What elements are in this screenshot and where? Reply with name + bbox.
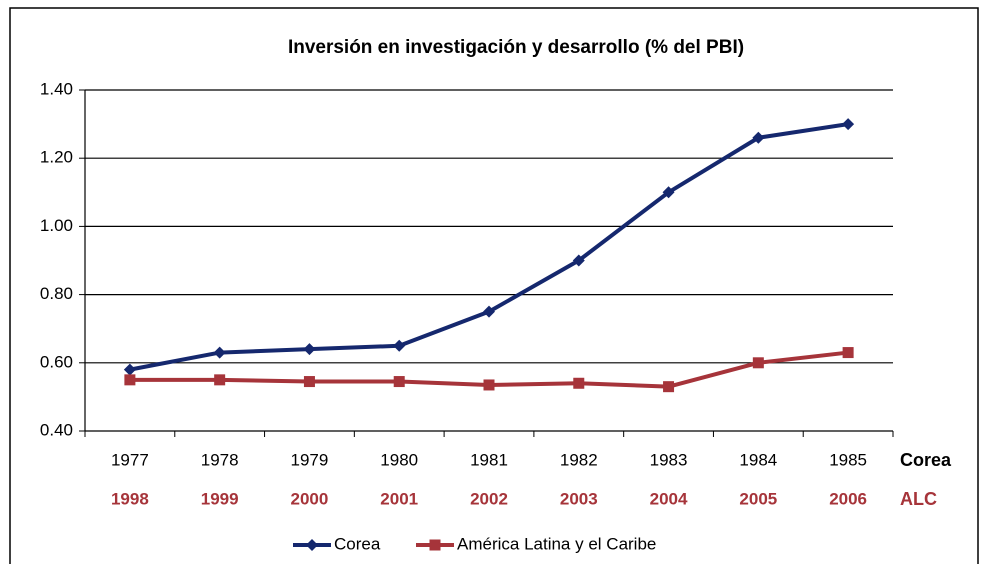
- x-tick-label: 2000: [291, 489, 329, 508]
- x-tick-label: 1977: [111, 450, 149, 469]
- point: [303, 376, 315, 388]
- y-tick-label: 0.40: [40, 420, 73, 439]
- point: [752, 357, 764, 369]
- legend-label: Corea: [334, 534, 381, 553]
- x-tick-label: 2004: [650, 489, 688, 508]
- x-tick-label: 2006: [829, 489, 867, 508]
- point: [752, 131, 765, 144]
- y-tick-label: 0.80: [40, 284, 73, 303]
- chart-title: Inversión en investigación y desarrollo …: [288, 37, 744, 58]
- point: [393, 376, 405, 388]
- x-tick-label: 1984: [739, 450, 777, 469]
- y-tick-label: 1.40: [40, 79, 73, 98]
- point: [572, 254, 585, 267]
- x-tick-label: 1983: [650, 450, 688, 469]
- x-tick-label: 1982: [560, 450, 598, 469]
- x-tick-label: 2001: [380, 489, 418, 508]
- y-tick-label: 1.20: [40, 148, 73, 167]
- x-tick-label: 2002: [470, 489, 508, 508]
- category-row-name: Corea: [900, 450, 952, 470]
- y-tick-label: 1.00: [40, 216, 73, 235]
- x-tick-label: 1985: [829, 450, 867, 469]
- point: [483, 379, 495, 391]
- x-tick-label: 1978: [201, 450, 239, 469]
- point: [124, 374, 136, 386]
- point: [393, 339, 406, 352]
- x-tick-label: 1980: [380, 450, 418, 469]
- x-tick-label: 2005: [739, 489, 777, 508]
- x-tick-label: 1979: [291, 450, 329, 469]
- chart-frame: [9, 7, 979, 564]
- point: [483, 305, 495, 318]
- category-row-name: ALC: [900, 489, 937, 509]
- legend-marker: [429, 539, 441, 551]
- point: [123, 363, 136, 376]
- series-line: [129, 122, 849, 372]
- point: [214, 374, 226, 386]
- point: [303, 343, 316, 356]
- x-tick-label: 1998: [111, 489, 149, 508]
- point: [842, 347, 854, 359]
- x-tick-label: 1999: [201, 489, 239, 508]
- x-tick-label: 2003: [560, 489, 598, 508]
- y-tick-label: 0.60: [40, 352, 73, 371]
- point: [663, 381, 675, 393]
- x-tick-label: 1981: [470, 450, 508, 469]
- legend-label: América Latina y el Caribe: [457, 534, 656, 553]
- legend-marker: [306, 539, 318, 551]
- point: [213, 346, 226, 359]
- point: [662, 186, 675, 199]
- point: [842, 118, 855, 131]
- point: [573, 377, 585, 389]
